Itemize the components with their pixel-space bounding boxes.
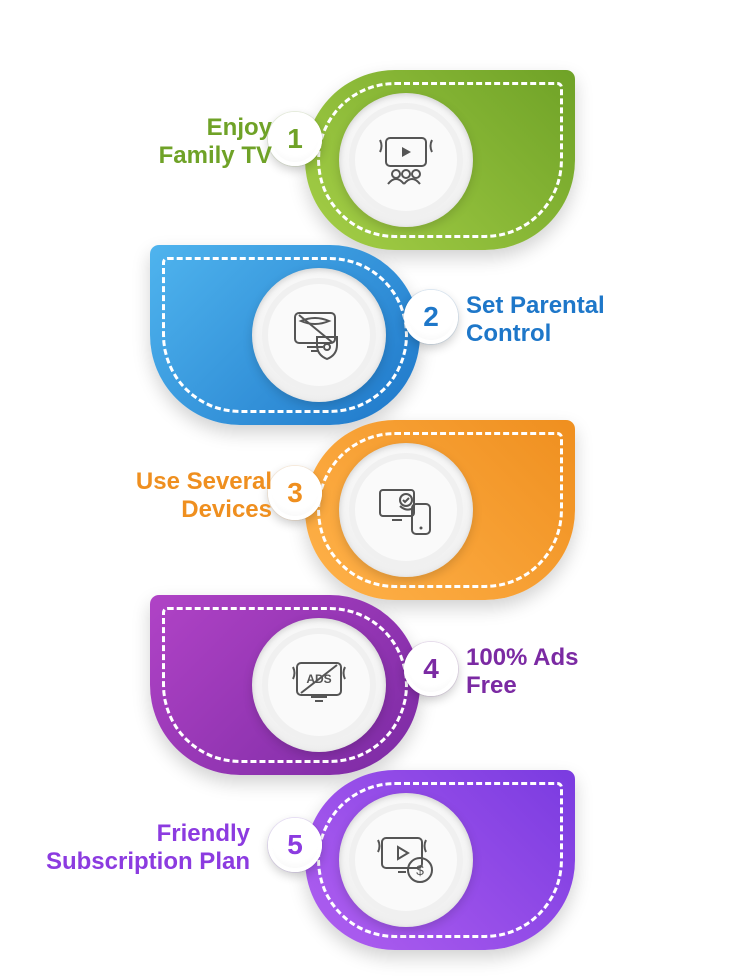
leaf-step-1	[305, 70, 575, 250]
icon-circle	[252, 618, 386, 752]
step-number-badge: 4	[404, 642, 458, 696]
devices-icon	[349, 453, 463, 567]
step-number: 5	[287, 829, 303, 861]
leaf-step-3	[305, 420, 575, 600]
step-label: Use SeveralDevices	[62, 468, 272, 523]
family-tv-icon	[349, 103, 463, 217]
step-label: FriendlySubscription Plan	[40, 820, 250, 875]
step-number-badge: 3	[268, 466, 322, 520]
no-ads-icon	[262, 628, 376, 742]
icon-circle	[339, 93, 473, 227]
step-label-line1: Enjoy	[62, 114, 272, 142]
step-label-line2: Control	[466, 320, 676, 348]
leaf-step-5	[305, 770, 575, 950]
step-label-line1: Use Several	[62, 468, 272, 496]
step-label-line2: Family TV	[62, 142, 272, 170]
step-number: 4	[423, 653, 439, 685]
icon-circle	[339, 793, 473, 927]
step-label-line2: Free	[466, 672, 676, 700]
icon-circle	[339, 443, 473, 577]
leaf-step-4	[150, 595, 420, 775]
step-label-line1: 100% Ads	[466, 644, 676, 672]
step-label: 100% AdsFree	[466, 644, 676, 699]
step-number: 3	[287, 477, 303, 509]
step-label: EnjoyFamily TV	[62, 114, 272, 169]
infographic-stage: 1 EnjoyFamily TV 2 Set ParentalControl 3 Use …	[0, 0, 736, 980]
step-number-badge: 2	[404, 290, 458, 344]
leaf-step-2	[150, 245, 420, 425]
step-label-line2: Subscription Plan	[40, 848, 250, 876]
step-label-line1: Set Parental	[466, 292, 676, 320]
step-label-line2: Devices	[62, 496, 272, 524]
step-number-badge: 5	[268, 818, 322, 872]
step-number: 1	[287, 123, 303, 155]
icon-circle	[252, 268, 386, 402]
step-number-badge: 1	[268, 112, 322, 166]
step-number: 2	[423, 301, 439, 333]
parental-control-icon	[262, 278, 376, 392]
subscription-icon	[349, 803, 463, 917]
step-label-line1: Friendly	[40, 820, 250, 848]
step-label: Set ParentalControl	[466, 292, 676, 347]
